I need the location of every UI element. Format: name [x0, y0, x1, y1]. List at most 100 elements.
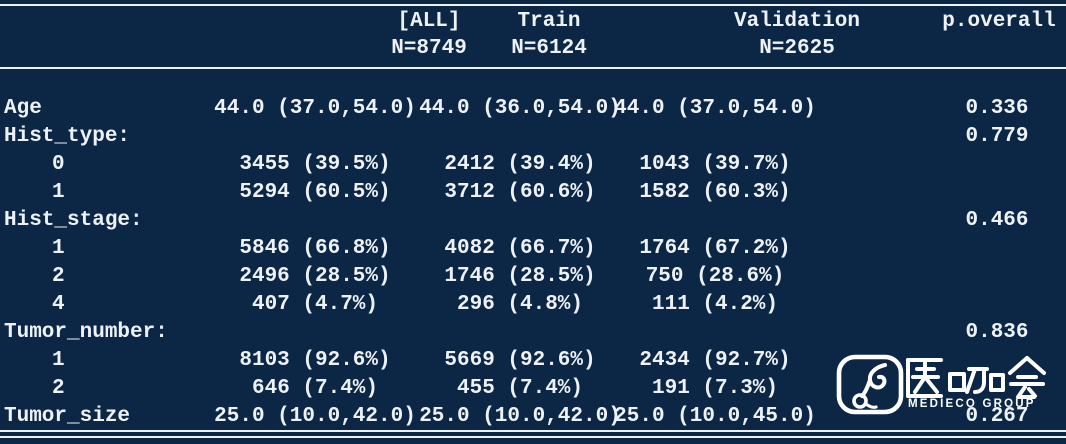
cell-train: 296 (4.8%) [456, 293, 584, 316]
cell-train [450, 207, 590, 235]
cell-validation: 1582 (60.3%) [639, 181, 791, 204]
cell-validation: 1043 (39.7%) [639, 153, 791, 176]
table-header: [ALL] Train Validation p.overall N=8749 … [0, 8, 1066, 62]
row-label: Tumor_size [4, 405, 131, 428]
cell-validation: 44.0 (37.0,54.0) [614, 97, 816, 120]
cell-validation: 191 (7.3%) [651, 377, 779, 400]
cell-all: 2496 (28.5%) [239, 265, 391, 288]
header-empty-cell [0, 35, 180, 62]
cell-train: 455 (7.4%) [456, 377, 584, 400]
header-all-label: [ALL] [397, 9, 461, 33]
table-bottom-rule-2 [0, 436, 1066, 438]
row-label: 1 [52, 349, 65, 372]
cell-train [450, 319, 590, 347]
header-col-train: Train [450, 8, 590, 35]
table-body: Age 44.0 (37.0,54.0) 44.0 (36.0,54.0) 44… [0, 95, 1066, 431]
row-label: Tumor_number: [4, 321, 168, 344]
all-n-count: N=8749 [391, 36, 467, 60]
cell-all [180, 319, 450, 347]
cell-train: 1746 (28.5%) [444, 265, 596, 288]
cell-all [180, 123, 450, 151]
mediego-watermark: MEDIECO GROUP [832, 348, 1058, 420]
cell-all: 8103 (92.6%) [239, 349, 391, 372]
cell-train: 44.0 (36.0,54.0) [419, 97, 621, 120]
cell-p-overall: 0.466 [965, 209, 1029, 232]
cell-p-overall [840, 263, 1066, 291]
row-label: 4 [52, 293, 65, 316]
cell-all: 5294 (60.5%) [239, 181, 391, 204]
row-hist-stage-4: 4 407 (4.7%) 296 (4.8%) 111 (4.2%) [0, 291, 1066, 319]
header-col-p-overall: p.overall [840, 8, 1066, 35]
header-col-all-n: N=8749 [180, 35, 467, 62]
cell-train: 25.0 (10.0,42.0) [419, 405, 621, 428]
row-label: Hist_stage: [4, 209, 143, 232]
row-tumor-number-2: 2 646 (7.4%) 455 (7.4%) 191 (7.3%) [0, 375, 1066, 403]
cell-train: 2412 (39.4%) [444, 153, 596, 176]
cell-p-overall [840, 291, 1066, 319]
header-empty-cell [0, 8, 180, 35]
header-col-validation-n: N=2625 [590, 35, 840, 62]
row-hist-stage-2: 2 2496 (28.5%) 1746 (28.5%) 750 (28.6%) [0, 263, 1066, 291]
cell-validation [590, 319, 840, 347]
row-label: 2 [52, 265, 65, 288]
brand-subtitle: MEDIECO GROUP [908, 398, 1036, 410]
row-hist-type-1: 1 5294 (60.5%) 3712 (60.6%) 1582 (60.3%) [0, 179, 1066, 207]
cell-validation [590, 207, 840, 235]
row-label: 0 [52, 153, 65, 176]
cell-p-overall: 0.779 [965, 125, 1029, 148]
cell-all: 646 (7.4%) [251, 377, 379, 400]
cell-validation: 2434 (92.7%) [639, 349, 791, 372]
row-hist-type-0: 0 3455 (39.5%) 2412 (39.4%) 1043 (39.7%) [0, 151, 1066, 179]
header-row-counts: N=8749 N=6124 N=2625 [0, 35, 1066, 62]
row-tumor-number-1: 1 8103 (92.6%) 5669 (92.6%) 2434 (92.7%) [0, 347, 1066, 375]
cell-train: 4082 (66.7%) [444, 237, 596, 260]
cell-validation: 1764 (67.2%) [639, 237, 791, 260]
cell-p-overall [840, 151, 1066, 179]
row-tumor-number: Tumor_number: 0.836 [0, 319, 1066, 347]
header-col-train-n: N=6124 [450, 35, 590, 62]
cell-validation: 25.0 (10.0,45.0) [614, 405, 816, 428]
row-label: 1 [52, 237, 65, 260]
cell-all: 25.0 (10.0,42.0) [214, 405, 416, 428]
cell-validation: 111 (4.2%) [651, 293, 779, 316]
brand-wordmark [906, 356, 1046, 399]
cell-p-overall [840, 235, 1066, 263]
header-p-overall-label: p.overall [942, 9, 1056, 33]
cell-train: 5669 (92.6%) [444, 349, 596, 372]
cell-all: 5846 (66.8%) [239, 237, 391, 260]
cell-all: 407 (4.7%) [251, 293, 379, 316]
header-validation-label: Validation [733, 9, 861, 33]
cell-train [450, 123, 590, 151]
row-label: 2 [52, 377, 65, 400]
row-tumor-size: Tumor_size 25.0 (10.0,42.0) 25.0 (10.0,4… [0, 403, 1066, 431]
header-train-label: Train [517, 9, 581, 33]
cell-p-overall: 0.836 [965, 321, 1029, 344]
row-hist-type: Hist_type: 0.779 [0, 123, 1066, 151]
cell-p-overall [840, 179, 1066, 207]
header-col-all: [ALL] [180, 8, 460, 35]
cell-p-overall: 0.336 [965, 97, 1029, 120]
cell-all: 3455 (39.5%) [239, 153, 391, 176]
row-hist-stage-1: 1 5846 (66.8%) 4082 (66.7%) 1764 (67.2%) [0, 235, 1066, 263]
table-header-rule [0, 67, 1066, 69]
validation-n-count: N=2625 [759, 36, 835, 60]
cell-p-overall: 0.267 [965, 405, 1029, 428]
cell-validation [590, 123, 840, 151]
header-col-p-n [840, 35, 1066, 62]
cell-validation: 750 (28.6%) [645, 265, 785, 288]
row-label: Age [4, 97, 42, 120]
row-label: 1 [52, 181, 65, 204]
cell-all: 44.0 (37.0,54.0) [214, 97, 416, 120]
cell-all [180, 207, 450, 235]
row-label: Hist_type: [4, 125, 131, 148]
row-hist-stage: Hist_stage: 0.466 [0, 207, 1066, 235]
header-col-validation: Validation [590, 8, 860, 35]
stethoscope-icon [836, 354, 904, 415]
train-n-count: N=6124 [511, 36, 587, 60]
row-age: Age 44.0 (37.0,54.0) 44.0 (36.0,54.0) 44… [0, 95, 1066, 123]
cell-train: 3712 (60.6%) [444, 181, 596, 204]
header-row-labels: [ALL] Train Validation p.overall [0, 8, 1066, 35]
table-bottom-rule [0, 430, 1066, 432]
table-top-rule [0, 4, 1066, 6]
